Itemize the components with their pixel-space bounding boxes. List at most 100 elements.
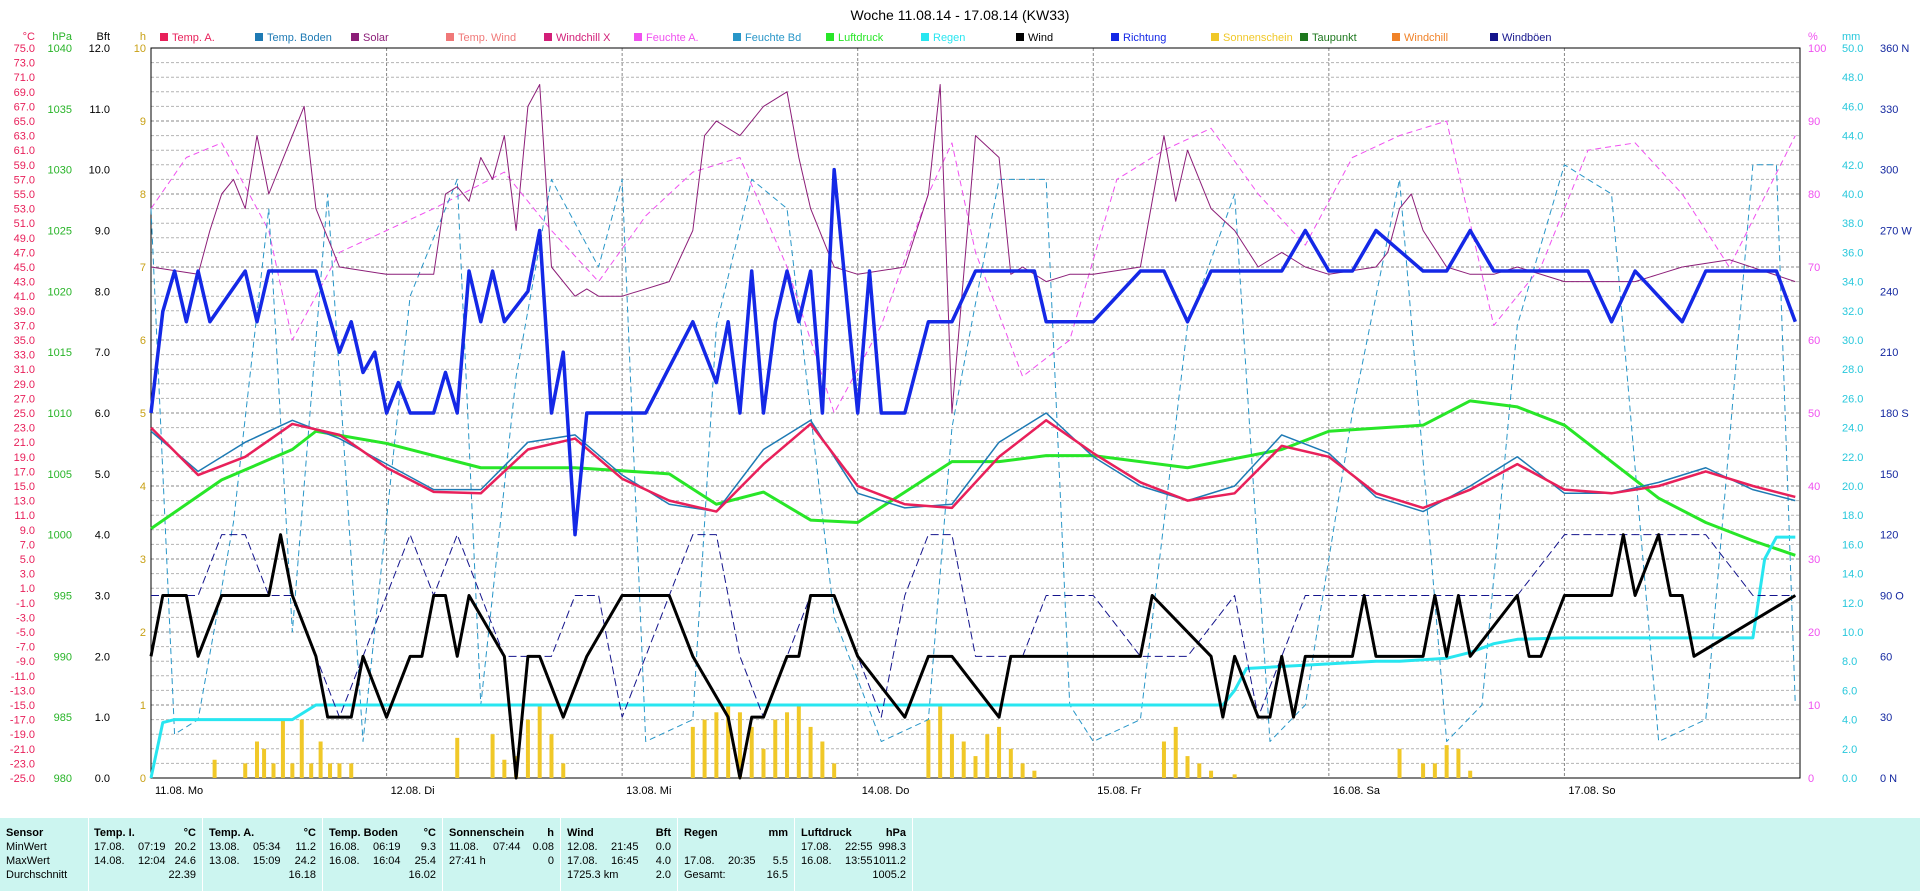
tick-label: 59.0 xyxy=(14,160,35,172)
legend-label: Richtung xyxy=(1123,32,1166,44)
sunshine-bar xyxy=(1468,770,1473,778)
sunshine-bar xyxy=(337,763,342,778)
summary-cell: 16:04 xyxy=(373,855,401,867)
tick-label: 4.0 xyxy=(1842,715,1857,727)
tick-label: 15.0 xyxy=(14,481,35,493)
tick-label: 18.0 xyxy=(1842,510,1863,522)
chart-axes: -25.0 -23.0 -21.0 -19.0 -17.0 -15.0 -13.0 -11.0… xyxy=(10,31,1912,797)
tick-label: -23.0 xyxy=(10,758,35,770)
summary-unit: h xyxy=(547,827,554,839)
sunshine-bar xyxy=(280,719,285,778)
summary-unit: hPa xyxy=(885,827,906,839)
sunshine-bar xyxy=(1020,763,1025,778)
legend-swatch xyxy=(1490,33,1498,41)
tick-label: 1010 xyxy=(48,408,72,420)
summary-cell: 17.08. xyxy=(94,841,125,853)
sunshine-bar xyxy=(1209,770,1214,778)
tick-label: 51.0 xyxy=(14,218,35,230)
sunshine-bar xyxy=(832,763,837,778)
summary-cell: 5.5 xyxy=(772,855,788,867)
summary-cell: 11.08. xyxy=(449,841,479,853)
tick-label: 44.0 xyxy=(1842,131,1863,143)
series-line-richtung xyxy=(149,167,1797,537)
summary-cell: 1011.2 xyxy=(873,855,906,867)
legend-swatch xyxy=(446,33,454,41)
summary-unit: mm xyxy=(768,827,788,839)
summary-sensor-name: Temp. A. xyxy=(209,827,255,839)
summary-cell: 07:19 xyxy=(138,841,166,853)
sunshine-bar xyxy=(796,705,801,778)
tick-label: 19.0 xyxy=(14,452,35,464)
tick-label: 30 xyxy=(1808,554,1820,566)
tick-label: -11.0 xyxy=(11,671,35,683)
sunshine-bar xyxy=(1197,763,1202,778)
sunshine-bar xyxy=(785,712,790,778)
tick-label: 48.0 xyxy=(1842,72,1863,84)
tick-label: 41.0 xyxy=(14,291,35,303)
x-tick-label: 16.08. Sa xyxy=(1333,785,1381,797)
tick-label: 30 xyxy=(1880,712,1892,724)
tick-label: 330 xyxy=(1880,104,1898,116)
summary-sensor-name: Regen xyxy=(684,827,718,839)
tick-label: 7 xyxy=(140,262,146,274)
tick-label: 67.0 xyxy=(14,101,35,113)
x-tick-label: 11.08. Mo xyxy=(155,785,203,797)
tick-label: 32.0 xyxy=(1842,306,1863,318)
summary-cell: 07:44 xyxy=(493,841,521,853)
tick-label: 1025 xyxy=(48,226,72,238)
tick-label: 0 N xyxy=(1880,773,1897,785)
x-tick-label: 12.08. Di xyxy=(391,785,435,797)
sunshine-bar xyxy=(714,712,719,778)
tick-label: 1.0 xyxy=(20,583,35,595)
tick-label: 25.0 xyxy=(14,408,35,420)
legend-label: Feuchte A. xyxy=(646,32,699,44)
chart-series xyxy=(149,84,1797,780)
axis-unit: % xyxy=(1808,31,1818,43)
tick-label: 21.0 xyxy=(14,437,35,449)
legend-swatch xyxy=(1016,33,1024,41)
tick-label: 6 xyxy=(140,335,146,347)
tick-label: 9.0 xyxy=(20,525,35,537)
tick-label: 39.0 xyxy=(14,306,35,318)
tick-label: 210 xyxy=(1880,347,1898,359)
summary-sensor-name: Temp. Boden xyxy=(329,827,398,839)
summary-cell: 22.39 xyxy=(168,869,196,881)
sunshine-bar xyxy=(938,705,943,778)
tick-label: 3.0 xyxy=(95,591,110,603)
sunshine-bar xyxy=(349,763,354,778)
sunshine-bar xyxy=(961,741,966,778)
tick-label: 12.0 xyxy=(1842,598,1863,610)
sunshine-bar xyxy=(255,741,260,778)
summary-table: Temp. Boden °C 16.08. 06:19 9.3 16.08. 16:04 25… xyxy=(325,818,443,891)
tick-label: 61.0 xyxy=(14,145,35,157)
tick-label: 90 O xyxy=(1880,591,1904,603)
summary-cell: 16.02 xyxy=(408,869,436,881)
tick-label: 8.0 xyxy=(1842,656,1857,668)
sunshine-bar xyxy=(1232,774,1237,778)
summary-cell: 14.08. xyxy=(94,855,125,867)
sunshine-bar xyxy=(455,737,460,778)
tick-label: 53.0 xyxy=(14,204,35,216)
legend-label: Temp. Wind xyxy=(458,32,516,44)
tick-label: -3.0 xyxy=(16,612,35,624)
tick-label: 50.0 xyxy=(1842,43,1863,55)
tick-label: 6.0 xyxy=(95,408,110,420)
summary-cell: 24.6 xyxy=(174,855,196,867)
summary-cell: 16.18 xyxy=(288,869,316,881)
tick-label: 0.0 xyxy=(1842,773,1857,785)
sunshine-bar xyxy=(561,763,566,778)
series-line-solar xyxy=(150,84,1796,414)
series-line-temp-boden xyxy=(150,412,1796,513)
sunshine-bar xyxy=(290,763,295,778)
summary-cell: 16.08. xyxy=(329,855,360,867)
sunshine-bar xyxy=(749,726,754,778)
tick-label: 5.0 xyxy=(20,554,35,566)
axis-unit: mm xyxy=(1842,31,1860,43)
summary-cell: 05:34 xyxy=(253,841,281,853)
tick-label: 71.0 xyxy=(14,72,35,84)
summary-table: Regen mm 17.08. 20:35 5.5 Gesamt: 16.5 xyxy=(680,818,795,891)
summary-cell: 0.08 xyxy=(532,841,554,853)
sunshine-bar xyxy=(318,741,323,778)
sunshine-bar xyxy=(690,726,695,778)
axis-unit: hPa xyxy=(52,31,72,43)
